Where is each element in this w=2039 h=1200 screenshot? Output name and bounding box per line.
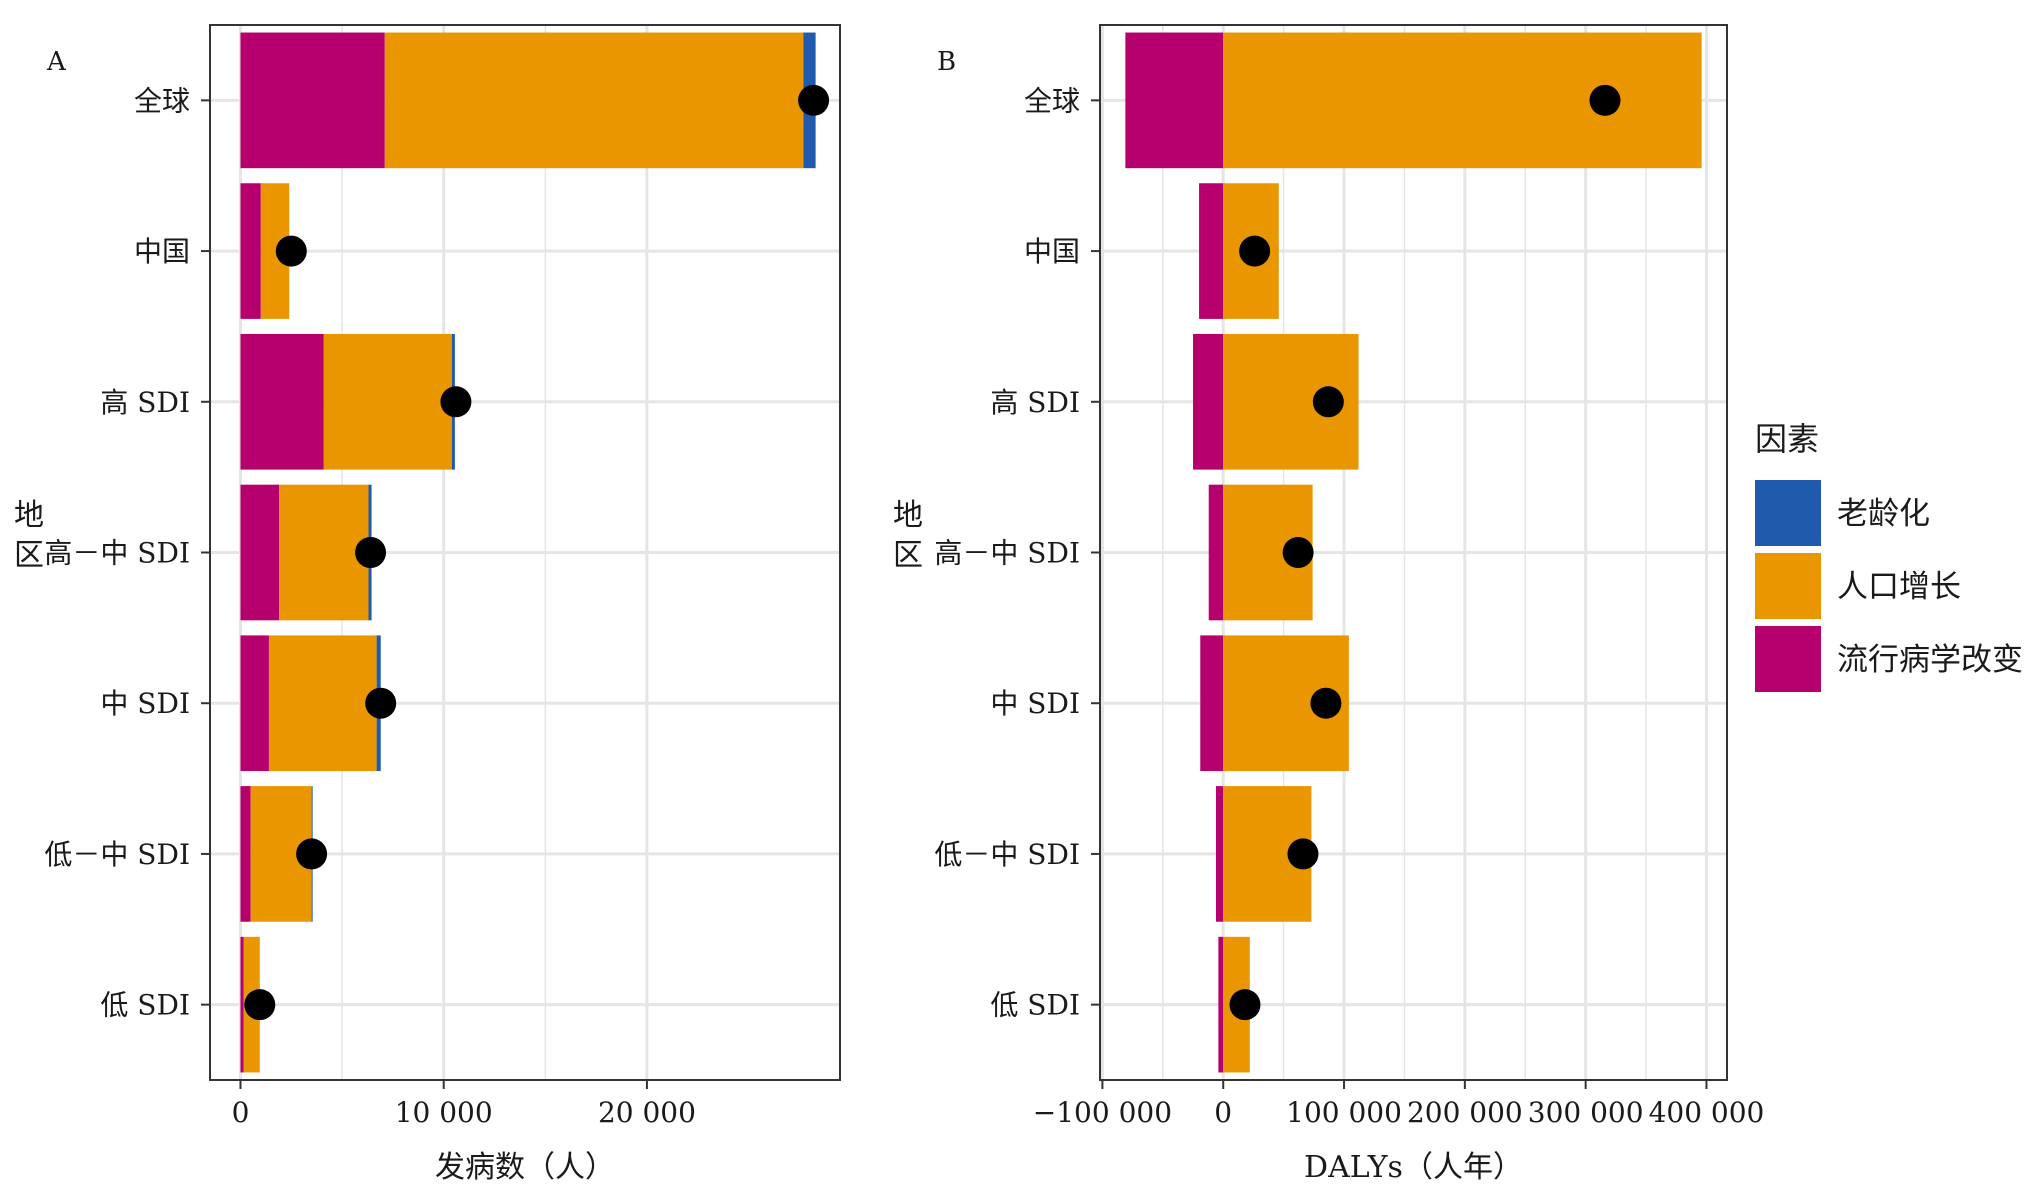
bar-population [384, 32, 804, 169]
total-point [365, 687, 397, 719]
total-point [1287, 838, 1319, 870]
y-tick-label: 中 SDI [100, 687, 190, 720]
y-tick-label: 低 SDI [100, 989, 190, 1022]
bar-epidemiology [240, 635, 269, 772]
bar-epidemiology [1193, 333, 1224, 470]
total-point [440, 386, 472, 418]
bar-epidemiology [240, 32, 385, 169]
y-tick-label: 低－中 SDI [44, 838, 190, 871]
y-tick-label: 高－中 SDI [934, 537, 1080, 570]
y-tick-label: 全球 [134, 84, 190, 117]
bar-epidemiology [1208, 484, 1224, 621]
legend: 因素 老龄化 人口增长 流行病学改变 [1755, 420, 2023, 692]
total-point [1239, 235, 1271, 267]
y-tick-label: 全球 [1024, 84, 1080, 117]
y-axis-title: 地区 [893, 498, 923, 573]
x-axis-title: 发病数（人） [435, 1150, 615, 1185]
legend-label-epidemiology: 流行病学改变 [1837, 642, 2023, 678]
total-point [244, 989, 276, 1021]
legend-swatch-population [1755, 553, 1821, 619]
x-tick-label: 0 [232, 1096, 250, 1129]
y-tick-label: 中国 [1024, 235, 1080, 268]
y-tick-label: 高 SDI [990, 386, 1080, 419]
total-point [1229, 989, 1261, 1021]
x-axis-title: DALYs（人年） [1304, 1150, 1523, 1185]
bar-epidemiology [1199, 183, 1224, 319]
y-tick-label: 中国 [134, 235, 190, 268]
y-tick-label: 高－中 SDI [44, 537, 190, 570]
total-point [355, 537, 387, 568]
x-tick-label: 100 000 [1286, 1096, 1402, 1129]
bar-epidemiology [240, 484, 280, 621]
x-tick-label: 300 000 [1528, 1096, 1644, 1129]
legend-title: 因素 [1755, 420, 1819, 458]
y-tick-label: 高 SDI [100, 386, 190, 419]
total-point [798, 84, 830, 116]
bar-epidemiology [1218, 936, 1224, 1073]
legend-label-population: 人口增长 [1837, 569, 1961, 605]
total-point [1312, 386, 1344, 418]
bar-epidemiology [1215, 786, 1224, 922]
x-tick-label: 10 000 [395, 1096, 493, 1129]
legend-swatch-epidemiology [1755, 626, 1821, 692]
bar-population [279, 484, 369, 621]
x-tick-label: 0 [1214, 1096, 1232, 1129]
y-tick-label: 低－中 SDI [934, 838, 1080, 871]
y-axis-title: 地区 [14, 498, 44, 573]
x-tick-label: 400 000 [1649, 1096, 1765, 1129]
bar-epidemiology [240, 936, 244, 1073]
bar-population [268, 635, 377, 772]
y-tick-label: 中 SDI [990, 687, 1080, 720]
total-point [296, 838, 328, 870]
total-point [1282, 537, 1314, 568]
bar-epidemiology [1125, 32, 1224, 169]
bar-epidemiology [240, 333, 324, 470]
panel-letter: B [937, 47, 956, 77]
panel-letter: A [46, 47, 67, 77]
y-tick-label: 低 SDI [990, 989, 1080, 1022]
bar-epidemiology [1200, 635, 1224, 772]
bar-epidemiology [240, 183, 261, 319]
x-tick-label: 200 000 [1407, 1096, 1523, 1129]
x-tick-label: 20 000 [598, 1096, 696, 1129]
total-point [1310, 687, 1342, 719]
total-point [1589, 84, 1621, 116]
bar-population [323, 333, 452, 470]
bar-epidemiology [240, 786, 251, 922]
x-tick-label: −100 000 [1033, 1096, 1172, 1129]
bar-population [1223, 32, 1702, 169]
legend-swatch-aging [1755, 480, 1821, 546]
total-point [275, 235, 307, 267]
legend-label-aging: 老龄化 [1837, 496, 1930, 532]
